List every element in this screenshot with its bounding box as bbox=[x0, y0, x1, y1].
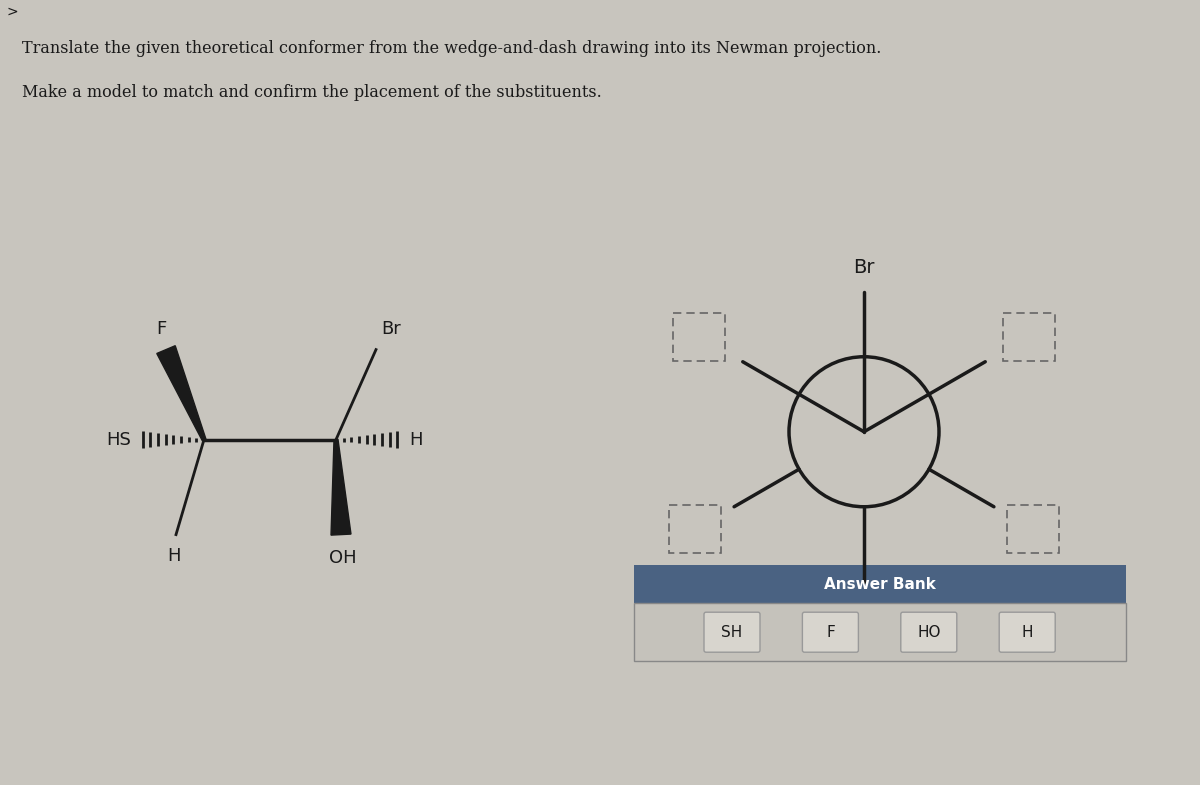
Polygon shape bbox=[331, 440, 350, 535]
FancyBboxPatch shape bbox=[901, 612, 956, 652]
Bar bbox=[673, 312, 726, 361]
Bar bbox=[634, 603, 1126, 661]
Text: >: > bbox=[6, 5, 18, 19]
Text: H: H bbox=[409, 431, 422, 448]
Bar bbox=[670, 506, 721, 553]
FancyBboxPatch shape bbox=[704, 612, 760, 652]
Text: SH: SH bbox=[721, 625, 743, 640]
Text: H: H bbox=[167, 546, 181, 564]
Bar bbox=[1007, 506, 1058, 553]
Text: Translate the given theoretical conformer from the wedge-and-dash drawing into i: Translate the given theoretical conforme… bbox=[22, 40, 881, 57]
Text: HO: HO bbox=[917, 625, 941, 640]
Text: F: F bbox=[156, 319, 166, 338]
Text: Make a model to match and confirm the placement of the substituents.: Make a model to match and confirm the pl… bbox=[22, 84, 601, 101]
FancyBboxPatch shape bbox=[1000, 612, 1055, 652]
Text: Br: Br bbox=[382, 319, 401, 338]
Text: Br: Br bbox=[853, 257, 875, 277]
Text: Answer Bank: Answer Bank bbox=[823, 577, 936, 592]
Bar bbox=[1002, 312, 1055, 361]
Text: F: F bbox=[826, 625, 835, 640]
Bar bbox=[838, 603, 890, 651]
Polygon shape bbox=[157, 345, 206, 440]
Text: H: H bbox=[1021, 625, 1033, 640]
Text: OH: OH bbox=[329, 549, 356, 567]
FancyBboxPatch shape bbox=[803, 612, 858, 652]
Text: HS: HS bbox=[106, 431, 131, 448]
Bar bbox=[634, 565, 1126, 603]
